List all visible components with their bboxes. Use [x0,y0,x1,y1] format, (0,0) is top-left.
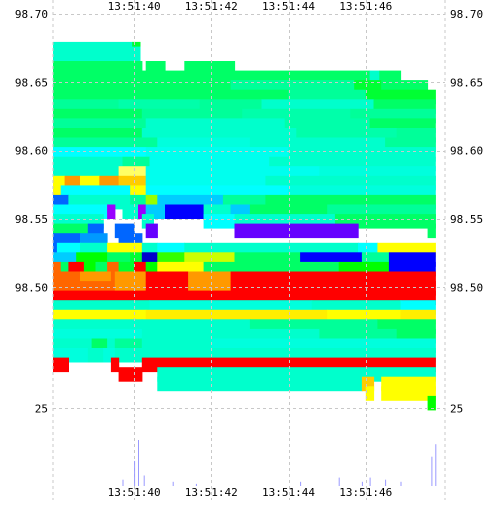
x-tick-label-top: 13:51:46 [339,0,392,13]
y-tick-label-right: 25 [450,402,463,415]
heatmap-cell [427,223,436,239]
heatmap-cell [157,376,363,392]
x-tick-label-bottom: 13:51:40 [108,486,161,499]
heatmap-cell [107,338,116,353]
y-tick-label-right: 98.65 [450,76,483,89]
volume-bar [138,440,139,486]
heatmap-cell [53,242,58,258]
y-tick-label-right: 98.55 [450,213,483,226]
volume-bar [361,481,363,486]
volume-bar [435,444,437,486]
x-tick-label-top: 13:51:42 [185,0,238,13]
y-tick-label-left: 25 [35,402,48,415]
heatmap-cell [107,204,116,219]
heatmap-cell [234,223,359,239]
x-tick-label-bottom: 13:51:46 [339,486,392,499]
volume-bars [122,440,437,486]
x-tick-label-top: 13:51:44 [262,0,315,13]
y-tick-label-right: 98.50 [450,281,483,294]
heatmap-cell [60,261,69,277]
heatmap-cell [53,185,62,200]
axis-tick-labels: 13:51:40 13:51:40 13:51:42 13:51:42 13:51:44… [15,0,483,499]
x-tick-label-top: 13:51:40 [108,0,161,13]
y-tick-label-left: 98.55 [15,213,48,226]
heatmap-cell [165,204,205,219]
heatmap-cells [53,41,436,411]
volume-bar [172,481,174,486]
heatmap-cell [427,395,436,411]
heatmap-cell [334,214,436,229]
heatmap-cell [110,271,116,286]
volume-bar [369,477,371,486]
volume-bar [431,456,433,486]
volume-bar [385,479,387,486]
volume-bar [143,475,145,486]
x-tick-label-bottom: 13:51:44 [262,486,315,499]
heatmap-cell [53,357,69,373]
x-tick-label-bottom: 13:51:42 [185,486,238,499]
volume-bar [338,477,340,486]
volume-bar [400,481,402,486]
heatmap-cell [203,214,236,229]
heatmap-cell [53,46,141,62]
volume-bar [300,481,302,486]
heatmap-cell [122,204,139,219]
y-tick-label-right: 98.70 [450,8,483,21]
y-tick-label-left: 98.70 [15,8,48,21]
volume-bar [122,479,124,486]
heatmap-cell [53,261,62,277]
heatmap-cell [87,348,104,363]
heatmap-cell [365,386,375,401]
y-tick-label-right: 98.60 [450,145,483,158]
y-tick-label-left: 98.50 [15,281,48,294]
heatmap-cell [145,223,158,239]
y-tick-label-left: 98.60 [15,145,48,158]
heatmap-cell [114,348,143,363]
heatmap-cell [138,204,147,219]
volume-bar [195,483,197,486]
volume-bar [134,460,136,486]
heatmap-cell [110,357,120,373]
y-tick-label-left: 98.65 [15,76,48,89]
heatmap-cell [369,70,380,86]
grid-lines [52,0,446,500]
heatmap-cell [381,386,436,401]
heatmap-cell [118,367,143,382]
